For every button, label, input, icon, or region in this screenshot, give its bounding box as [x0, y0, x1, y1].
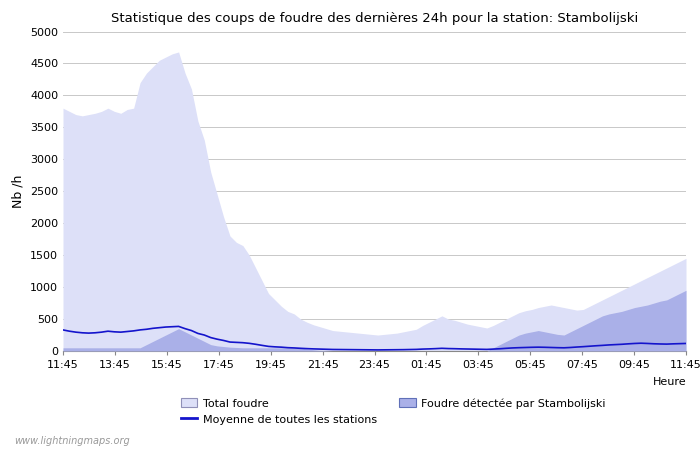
Title: Statistique des coups de foudre des dernières 24h pour la station: Stambolijski: Statistique des coups de foudre des dern…	[111, 12, 638, 25]
Legend: Total foudre, Moyenne de toutes les stations, Foudre détectée par Stambolijski: Total foudre, Moyenne de toutes les stat…	[181, 398, 606, 425]
Y-axis label: Nb /h: Nb /h	[11, 175, 25, 208]
Text: www.lightningmaps.org: www.lightningmaps.org	[14, 436, 130, 446]
Text: Heure: Heure	[652, 377, 686, 387]
